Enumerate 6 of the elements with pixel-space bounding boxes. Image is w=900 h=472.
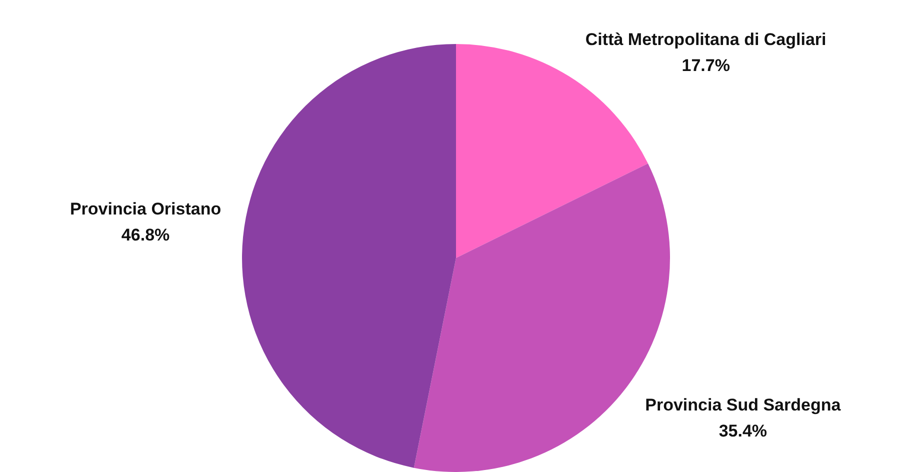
data-label: 35.4% bbox=[718, 421, 768, 440]
data-label: 46.8% bbox=[121, 225, 170, 244]
data-label: 17.7% bbox=[682, 56, 730, 75]
slice-label: Provincia Oristano bbox=[70, 199, 222, 218]
slice-label: Città Metropolitana di Cagliari bbox=[585, 30, 826, 49]
slice-label: Provincia Sud Sardegna bbox=[645, 395, 842, 414]
